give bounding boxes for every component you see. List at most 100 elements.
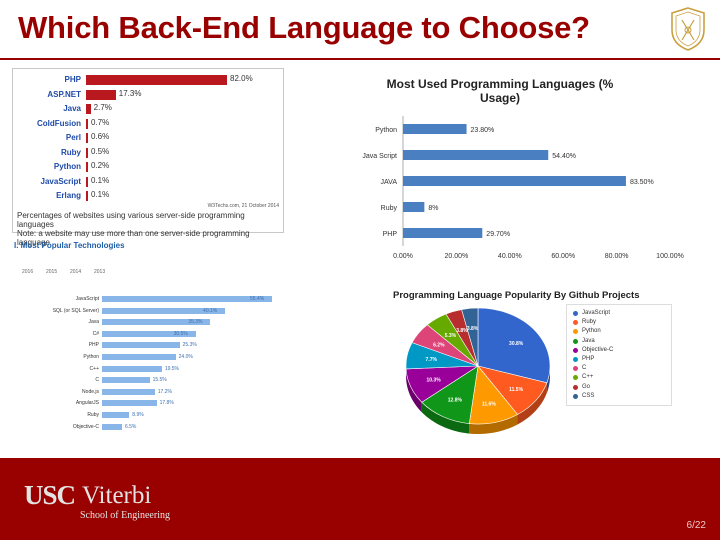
stackoverflow-row-label: PHP [88, 342, 99, 349]
stackoverflow-row-value: 17.8% [159, 400, 174, 407]
w3techs-row-value: 0.5% [91, 146, 110, 156]
stackoverflow-row-bar [102, 354, 176, 360]
bar-chart-category-label: Python [375, 127, 397, 134]
stackoverflow-row: C 15.5% [14, 376, 272, 385]
stackoverflow-row-bar [102, 296, 272, 302]
w3techs-row-label: ColdFusion [37, 118, 81, 128]
stackoverflow-year-tab: 2013 [94, 269, 106, 275]
pie-legend-label: Ruby [582, 319, 597, 326]
stackoverflow-row: Node.js 17.2% [14, 388, 272, 397]
stackoverflow-panel: I. Most Popular Technologies 2016 2015 201… [14, 238, 272, 443]
stackoverflow-row-label: C# [92, 330, 99, 337]
pie-legend-label: C++ [582, 374, 594, 381]
pie-legend-label: Go [582, 383, 591, 390]
pie-legend-label: Objective-C [582, 346, 614, 353]
bar-chart-x-tick-label: 80.00% [605, 253, 629, 260]
stackoverflow-row-label: AngularJS [75, 400, 99, 407]
pie-slice-label: 11.5% [509, 387, 523, 393]
w3techs-note: Percentages of websites using various se… [17, 211, 277, 247]
w3techs-row-bar [86, 75, 228, 85]
stackoverflow-row-bar [102, 365, 162, 372]
w3techs-row: ColdFusion 0.7% [13, 117, 283, 131]
title-rule [0, 58, 720, 60]
stackoverflow-row-label: C [95, 377, 99, 384]
pie-chart-title: Programming Language Popularity By Githu… [393, 290, 640, 301]
pie-legend-label: Java [582, 337, 595, 344]
bar-chart-x-tick-label: 40.00% [498, 253, 522, 260]
bar-chart-x-tick-label: 0.00% [393, 253, 413, 260]
w3techs-row-bar [86, 147, 88, 158]
stackoverflow-year-tab: 2015 [46, 269, 58, 275]
stackoverflow-row: C++ 19.5% [14, 365, 272, 374]
bar-chart-category-label: Ruby [381, 205, 398, 212]
w3techs-row-value: 0.2% [91, 161, 110, 170]
pie-legend-swatch [573, 347, 578, 353]
bar-chart-bar [403, 150, 549, 160]
w3techs-row: PHP 82.0% [13, 73, 283, 87]
slide-title: Which Back-End Language to Choose? [18, 10, 590, 45]
pie-legend-swatch [573, 338, 578, 344]
stackoverflow-heading: I. Most Popular Technologies [14, 241, 125, 250]
w3techs-row: Python 0.2% [13, 160, 283, 174]
stackoverflow-row-bar [102, 423, 122, 430]
stackoverflow-row-value: 24.0% [178, 354, 193, 360]
stackoverflow-row-bar [102, 319, 211, 326]
stackoverflow-row-value: 30.5% [173, 330, 188, 337]
bar-chart-bar [403, 228, 483, 238]
bar-chart-x-tick-label: 100.00% [656, 253, 684, 260]
pie-slice-side [517, 382, 547, 425]
stackoverflow-row-value: 8.9% [132, 412, 144, 418]
w3techs-row-label: Erlang [56, 191, 81, 200]
stackoverflow-row-label: JavaScript [75, 296, 99, 302]
stackoverflow-row: C# 30.5% [14, 330, 272, 339]
stackoverflow-row-value: 15.5% [152, 377, 167, 384]
pie-slice-side [469, 414, 518, 434]
w3techs-row-value: 0.1% [91, 175, 110, 185]
pie-legend-label: JavaScript [582, 310, 611, 316]
w3techs-row-label: PHP [64, 75, 81, 84]
pie-legend-label: Python [582, 328, 601, 335]
stackoverflow-row-label: Objective-C [72, 423, 99, 430]
pie-legend-swatch [573, 357, 578, 362]
pie-slice-label: 7.7% [426, 357, 438, 363]
stackoverflow-year-tab: 2014 [70, 269, 82, 275]
pie-slice-label: 30.8% [509, 341, 524, 347]
w3techs-row-bar [86, 104, 91, 114]
bar-chart-bar [403, 176, 626, 186]
w3techs-row: JavaScript 0.1% [13, 175, 283, 189]
stackoverflow-row-label: SQL (or SQL Server) [52, 307, 99, 314]
stackoverflow-row-bar [102, 330, 196, 337]
stackoverflow-row: AngularJS 17.8% [14, 399, 272, 408]
pie-legend-swatch [573, 311, 578, 316]
stackoverflow-row-value: 40.1% [203, 307, 218, 314]
bar-chart-value-label: 29.70% [486, 231, 510, 238]
stackoverflow-row-value: 19.5% [164, 365, 180, 372]
page-number: 6/22 [686, 520, 706, 531]
bar-chart-x-tick-label: 20.00% [445, 253, 469, 260]
stackoverflow-row-value: 35.3% [188, 319, 203, 326]
w3techs-row-label: JavaScript [40, 176, 81, 186]
w3techs-row-bar [86, 162, 88, 172]
bar-chart-category-label: PHP [383, 231, 398, 238]
w3techs-row-label: Ruby [61, 147, 81, 157]
bar-chart-category-label: JAVA [381, 179, 398, 186]
logo-school: School of Engineering [80, 510, 170, 521]
stackoverflow-row-value: 6.5% [124, 423, 137, 430]
pie-slice-label: 5.3% [445, 333, 457, 339]
bar-chart-category-label: Java Script [362, 153, 397, 160]
pie-slice [477, 307, 551, 384]
bar-chart-value-label: 83.50% [630, 179, 654, 186]
bar-chart-value-label: 23.80% [471, 127, 495, 134]
w3techs-row: Java 2.7% [13, 102, 283, 116]
stackoverflow-row: SQL (or SQL Server) 40.1% [14, 307, 272, 316]
stackoverflow-row-value: 17.2% [157, 388, 172, 395]
pie-legend: JavaScript Ruby Python Java Objective-C PHP C C… [566, 304, 672, 406]
pie-legend-swatch [573, 384, 578, 390]
pie-slice [461, 307, 479, 367]
logo-viterbi: Viterbi [82, 482, 152, 509]
w3techs-row-value: 17.3% [118, 88, 142, 98]
stackoverflow-row: Objective-C 6.5% [14, 423, 272, 432]
pie-legend-swatch [573, 329, 578, 335]
w3techs-row: ASP.NET 17.3% [13, 88, 283, 102]
pie-slice-label: 10.3% [426, 378, 441, 384]
